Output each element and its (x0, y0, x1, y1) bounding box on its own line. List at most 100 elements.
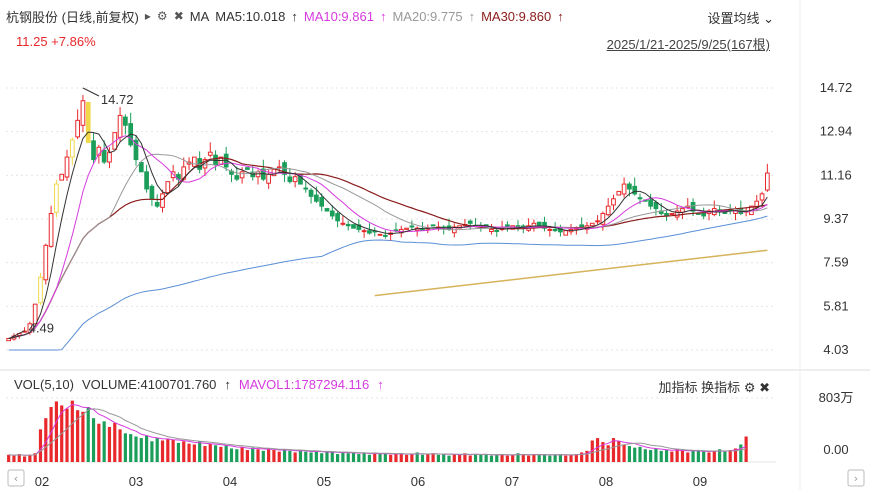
candle-body (467, 220, 473, 224)
swap-indicator-button[interactable]: 换指标 (701, 380, 741, 395)
candle-body (595, 220, 600, 223)
x-tick-label: 04 (223, 474, 237, 489)
candle-body (138, 161, 144, 173)
candle-body (117, 114, 123, 138)
candle-body (563, 230, 569, 236)
candle-body (59, 173, 65, 181)
candle-body (165, 181, 171, 194)
candle-body (361, 230, 367, 233)
settings-ma-button[interactable]: 设置均线 ⌄ (707, 8, 774, 27)
candle-body (107, 151, 112, 163)
ma5-value: MA5:10.018 (215, 8, 286, 24)
up-arrow-icon: ↑ (377, 377, 384, 392)
candle-body (552, 228, 558, 232)
candle-body (38, 276, 43, 304)
ma10-line (8, 135, 768, 339)
candle-body (430, 224, 436, 227)
stock-name[interactable]: 杭钢股份 (日线,前复权) (6, 9, 139, 25)
candle-body (69, 139, 75, 158)
candle-body (377, 233, 383, 236)
candle-body (589, 222, 595, 227)
candle-body (324, 208, 330, 212)
candle-body (123, 116, 128, 126)
candle-body (32, 303, 38, 325)
candle-body (701, 212, 707, 217)
candle-body (356, 224, 362, 230)
gear-icon[interactable]: ⚙ (743, 380, 756, 395)
candle-body (409, 225, 415, 228)
candle-body (547, 228, 553, 231)
candle-body (600, 212, 606, 225)
candle-body (653, 201, 659, 210)
x-tick-label: 07 (505, 474, 519, 489)
expand-arrow-icon[interactable]: ▸ (144, 9, 151, 23)
candle-body (80, 100, 86, 126)
candle-body (637, 197, 643, 200)
candle-body (308, 189, 314, 197)
price-tick-label: 12.94 (820, 124, 853, 139)
date-range[interactable]: 2025/1/21-2025/9/25(167根) (606, 37, 770, 52)
x-tick-label: 02 (35, 474, 49, 489)
x-tick-label: 08 (599, 474, 613, 489)
candle-body (536, 221, 542, 227)
candle-body (367, 230, 372, 234)
candle-body (303, 187, 309, 190)
chevron-down-icon: ⌄ (763, 11, 774, 26)
candle-body (632, 185, 638, 195)
x-tick-label: 06 (411, 474, 425, 489)
up-arrow-icon: ↑ (291, 8, 298, 24)
candle-body (351, 224, 356, 229)
volume-value: VOLUME:4100701.760 (81, 377, 217, 392)
candle-body (133, 139, 139, 161)
add-indicator-button[interactable]: 加指标 (658, 380, 698, 395)
candle-body (207, 151, 213, 156)
candle-body (558, 227, 563, 233)
candle-body (154, 202, 160, 207)
up-arrow-icon: ↑ (557, 8, 564, 24)
candle-body (605, 205, 611, 216)
high-label: 14.72 (101, 92, 134, 107)
settings-ma-label: 设置均线 (707, 11, 760, 26)
price-tick-label: 7.59 (823, 255, 848, 270)
candle-body (690, 201, 696, 212)
ma20-line (8, 153, 768, 339)
scroll-right-button (847, 469, 865, 487)
mavol-line (8, 408, 747, 456)
volume-tick-label: 0.00 (823, 442, 848, 457)
candle-body (85, 101, 91, 143)
candle-body (213, 154, 218, 165)
candle-body (542, 221, 547, 229)
candle-body (621, 183, 627, 195)
up-arrow-icon: ↑ (379, 8, 387, 24)
ma30-value: MA30:9.860 (481, 8, 552, 24)
volume-header: VOL(5,10) VOLUME:4100701.760 ↑ MAVOL1:178… (14, 377, 384, 392)
indicator-buttons: 加指标 换指标 ⚙ ✖ (659, 377, 770, 396)
candle-body (494, 230, 500, 233)
ma20-value: MA20:9.775 (392, 8, 463, 24)
candle-body (91, 140, 96, 161)
gear-icon[interactable]: ⚙ (156, 9, 168, 23)
close-icon[interactable]: ✖ (173, 9, 184, 23)
candle-body (314, 194, 319, 202)
candle-body (101, 149, 107, 163)
close-icon[interactable]: ✖ (759, 380, 770, 395)
candle-body (754, 200, 760, 208)
candle-body (611, 198, 616, 206)
candle-body (404, 227, 409, 230)
candle-body (616, 190, 622, 196)
ma-label: MA (189, 8, 210, 24)
candle-body (191, 156, 197, 167)
x-tick-label: 03 (129, 474, 143, 489)
candle-body (287, 176, 293, 183)
candle-body (764, 172, 770, 191)
low-label: 4.49 (29, 321, 54, 336)
trend-line (374, 249, 768, 297)
price-tick-label: 4.03 (823, 342, 848, 357)
candle-body (64, 156, 70, 178)
mavol-value: MAVOL1:1787294.116 (238, 377, 370, 392)
x-tick-label: 05 (317, 474, 331, 489)
price-tick-label: 11.16 (820, 167, 852, 182)
candle-body (345, 223, 351, 227)
candle-body (579, 224, 585, 228)
